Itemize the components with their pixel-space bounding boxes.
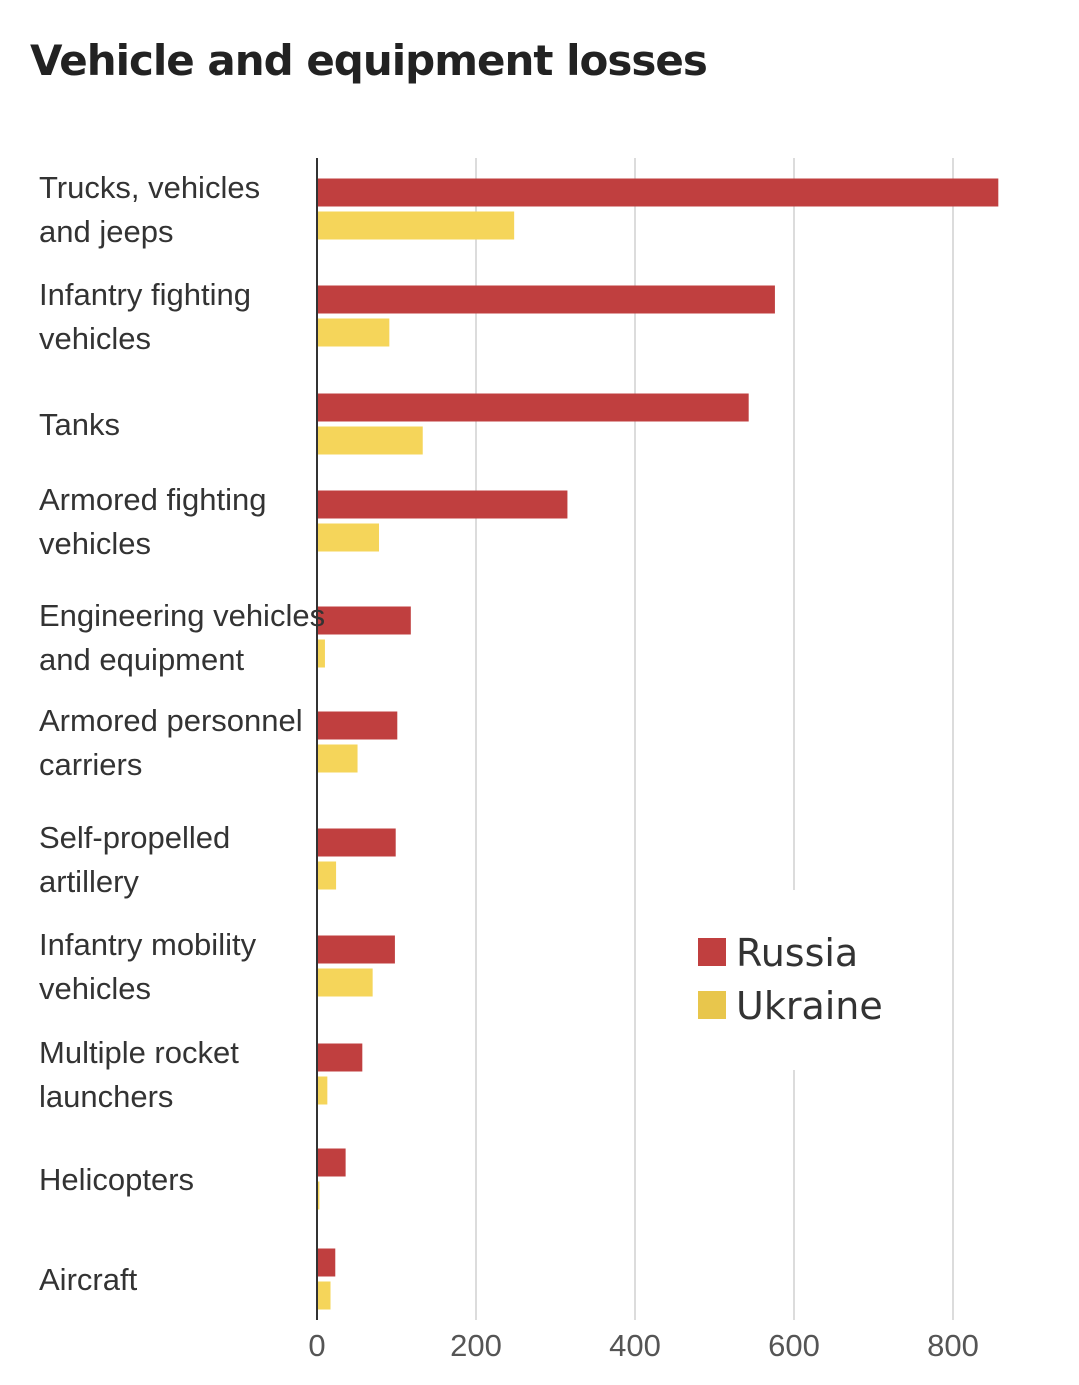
bar-ukraine-6 xyxy=(317,861,337,890)
category-label-line: Infantry fighting xyxy=(39,277,251,312)
category-label-line: launchers xyxy=(39,1079,173,1114)
bar-ukraine-7 xyxy=(317,968,373,997)
category-label-9: Helicopters xyxy=(39,1162,194,1197)
bar-russia-3 xyxy=(317,490,568,519)
bar-russia-4 xyxy=(317,606,411,635)
category-label-0: Trucks, vehicles and jeeps xyxy=(39,170,260,249)
category-label-5: Armored personnel carriers xyxy=(39,703,303,782)
bar-ukraine-2 xyxy=(317,426,423,455)
bar-ukraine-1 xyxy=(317,318,390,347)
x-tick-label-600: 600 xyxy=(768,1328,820,1363)
category-label-line: Aircraft xyxy=(39,1262,138,1297)
category-label-line: Trucks, vehicles xyxy=(39,170,260,205)
bar-russia-10 xyxy=(317,1248,336,1277)
bar-russia-1 xyxy=(317,285,775,314)
category-label-10: Aircraft xyxy=(39,1262,138,1297)
category-label-line: vehicles xyxy=(39,321,151,356)
x-tick-label-400: 400 xyxy=(609,1328,661,1363)
bar-ukraine-9 xyxy=(317,1181,320,1210)
x-tick-label-0: 0 xyxy=(308,1328,325,1363)
bar-ukraine-8 xyxy=(317,1076,328,1105)
x-tick-label-800: 800 xyxy=(927,1328,979,1363)
bar-russia-7 xyxy=(317,935,395,964)
category-label-8: Multiple rocket launchers xyxy=(39,1035,239,1114)
bar-ukraine-10 xyxy=(317,1281,331,1310)
category-label-line: Armored personnel xyxy=(39,703,303,738)
category-label-1: Infantry fighting vehicles xyxy=(39,277,251,356)
category-label-line: Self-propelled xyxy=(39,820,230,855)
category-label-6: Self-propelled artillery xyxy=(39,820,230,899)
bar-russia-5 xyxy=(317,711,398,740)
category-label-line: Multiple rocket xyxy=(39,1035,239,1070)
bar-ukraine-3 xyxy=(317,523,380,552)
category-label-line: and equipment xyxy=(39,642,244,677)
category-label-4: Engineering vehicles and equipment xyxy=(39,598,325,677)
chart-title: Vehicle and equipment losses xyxy=(30,36,708,85)
category-label-line: Engineering vehicles xyxy=(39,598,325,633)
bar-russia-6 xyxy=(317,828,396,857)
category-label-line: Infantry mobility xyxy=(39,927,257,962)
category-label-line: artillery xyxy=(39,864,139,899)
category-label-3: Armored fighting vehicles xyxy=(39,482,266,561)
bar-russia-9 xyxy=(317,1148,346,1177)
bar-russia-0 xyxy=(317,178,999,207)
category-label-line: and jeeps xyxy=(39,214,173,249)
bar-russia-2 xyxy=(317,393,749,422)
bar-ukraine-4 xyxy=(317,639,325,668)
legend-label-ukraine: Ukraine xyxy=(736,984,883,1028)
category-label-line: Armored fighting xyxy=(39,482,266,517)
category-label-7: Infantry mobility vehicles xyxy=(39,927,257,1006)
category-label-line: Helicopters xyxy=(39,1162,194,1197)
bar-russia-8 xyxy=(317,1043,363,1072)
x-tick-label-200: 200 xyxy=(450,1328,502,1363)
category-label-line: vehicles xyxy=(39,526,151,561)
legend-swatch-russia xyxy=(698,938,726,966)
bar-ukraine-0 xyxy=(317,211,515,240)
category-label-line: carriers xyxy=(39,747,142,782)
category-label-line: Tanks xyxy=(39,407,120,442)
legend-swatch-ukraine xyxy=(698,991,726,1019)
legend-label-russia: Russia xyxy=(736,931,858,975)
bar-ukraine-5 xyxy=(317,744,358,773)
category-label-2: Tanks xyxy=(39,407,120,442)
category-label-line: vehicles xyxy=(39,971,151,1006)
